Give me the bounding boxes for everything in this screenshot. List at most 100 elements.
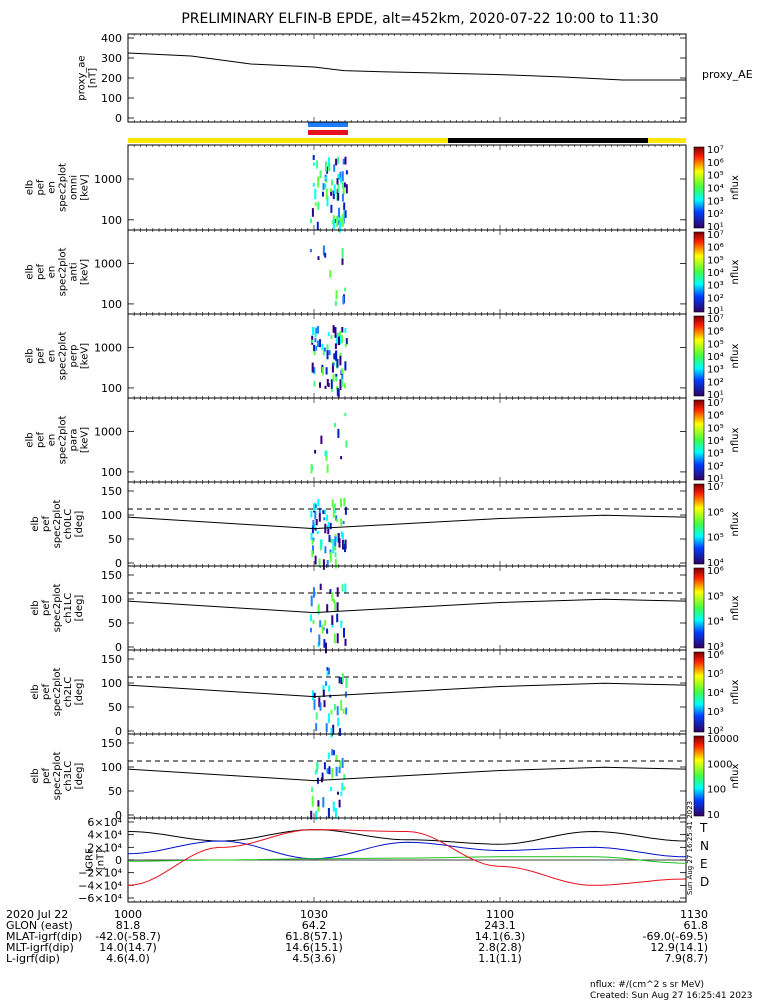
heat-cell bbox=[322, 183, 325, 191]
heat-cell bbox=[340, 620, 343, 628]
heat-cell bbox=[331, 179, 334, 186]
igrf-legend-T: T bbox=[699, 821, 708, 835]
heat-cell bbox=[339, 355, 342, 366]
heat-cell bbox=[337, 156, 339, 165]
heat-cell bbox=[317, 256, 320, 260]
science-collection-bar-red bbox=[308, 130, 348, 135]
science-collection-bar-blue bbox=[308, 122, 348, 127]
y-tick-label: 300 bbox=[101, 52, 122, 65]
heat-cell bbox=[341, 335, 344, 344]
footer-value: 1130 bbox=[680, 908, 708, 921]
heat-cell bbox=[324, 385, 327, 389]
colorbar-tick-label: 10⁶ bbox=[707, 650, 724, 661]
heat-cell bbox=[312, 545, 314, 554]
y-axis-label: pef bbox=[41, 684, 52, 701]
panel-pa_ch3: elb pef spec2plot ch3LC [deg] 150 100 50 0 10000 1… bbox=[30, 733, 741, 822]
y-axis-label: elb bbox=[30, 768, 41, 783]
heat-cell bbox=[314, 188, 317, 200]
heat-cell bbox=[322, 689, 325, 697]
y-axis-label: [deg] bbox=[74, 679, 85, 706]
heat-cell bbox=[339, 379, 342, 391]
colorbar bbox=[693, 483, 705, 565]
y-tick-label: 50 bbox=[108, 617, 122, 630]
y-axis-label: omni bbox=[69, 175, 80, 200]
heat-cell bbox=[315, 723, 318, 731]
footer-value: 1000 bbox=[114, 908, 142, 921]
y-axis-label: en bbox=[47, 350, 58, 363]
heat-cell bbox=[344, 412, 347, 417]
footer-row-label: MLAT-igrf(dip) bbox=[6, 930, 82, 943]
heat-cell bbox=[344, 287, 347, 292]
heat-cell bbox=[341, 758, 344, 768]
heat-cell bbox=[323, 762, 326, 770]
heat-cell bbox=[326, 560, 329, 568]
heat-cell bbox=[312, 155, 315, 160]
footer-value: -69.0(-69.5) bbox=[642, 930, 708, 943]
heat-cell bbox=[321, 772, 324, 780]
heat-cell bbox=[345, 338, 348, 345]
status-bars bbox=[128, 122, 686, 143]
colorbar-tick-label: 10⁷ bbox=[707, 230, 724, 241]
y-axis-label: spec2plot bbox=[52, 752, 63, 801]
heat-cell bbox=[313, 587, 315, 598]
footnote-units: nflux: #/(cm^2 s sr MeV) bbox=[590, 980, 704, 990]
heat-cell bbox=[318, 634, 321, 646]
y-tick-label: 100 bbox=[101, 677, 122, 690]
colorbar bbox=[693, 567, 705, 649]
heat-cell bbox=[320, 435, 323, 444]
colorbar bbox=[693, 399, 705, 481]
y-tick-label: 150 bbox=[101, 485, 122, 498]
heat-cell bbox=[322, 685, 325, 693]
colorbar-tick-label: 10⁵ bbox=[707, 423, 724, 434]
y-tick-label: 0 bbox=[115, 557, 122, 570]
eclipse-bar-black bbox=[448, 138, 648, 143]
colorbar bbox=[693, 231, 705, 313]
y-tick-label: 100 bbox=[101, 214, 122, 227]
footer-value: 81.8 bbox=[116, 919, 141, 932]
y-axis-label: pef bbox=[41, 768, 52, 785]
colorbar-tick-label: 10² bbox=[707, 209, 724, 220]
y-tick-label: −4×10⁴ bbox=[78, 879, 122, 892]
heat-cell bbox=[336, 706, 339, 716]
y-axis-label: spec2plot bbox=[58, 332, 69, 381]
heat-cell bbox=[331, 767, 334, 779]
panel-en_perp: elb pef en spec2plot perp [keV] 100010010⁷10⁶1… bbox=[25, 313, 741, 401]
heat-cell bbox=[341, 193, 344, 202]
igrf-line-E bbox=[127, 856, 687, 864]
heat-cell bbox=[326, 768, 329, 774]
heat-cell bbox=[345, 184, 348, 194]
heat-cell bbox=[314, 592, 317, 596]
heat-cell bbox=[341, 327, 344, 333]
footer-row-label: MLT-igrf(dip) bbox=[6, 941, 74, 954]
heat-cell bbox=[324, 161, 327, 172]
y-axis-label: perp bbox=[69, 345, 80, 368]
colorbar-tick-label: 10⁶ bbox=[707, 243, 724, 254]
y-axis-label: ch0LC bbox=[63, 509, 74, 540]
heat-cell bbox=[334, 509, 337, 514]
footer-value: 12.9(14.1) bbox=[650, 941, 708, 954]
footer-value: 61.8(57.1) bbox=[285, 930, 343, 943]
loss-cone-line bbox=[127, 766, 687, 782]
heat-cell bbox=[335, 290, 338, 300]
heat-cell bbox=[324, 620, 327, 626]
y-axis-label: pef bbox=[36, 264, 47, 281]
colorbar-tick-label: 1000 bbox=[707, 759, 732, 770]
loss-cone-line bbox=[127, 598, 687, 614]
footer-value: 14.6(15.1) bbox=[285, 941, 343, 954]
heat-cell bbox=[315, 712, 318, 720]
heat-cell bbox=[344, 506, 347, 515]
heat-cell bbox=[330, 727, 333, 738]
heat-cell bbox=[343, 182, 346, 188]
igrf-legend-N: N bbox=[700, 839, 709, 853]
heat-cell bbox=[326, 604, 329, 613]
legend-proxy-ae: proxy_AE bbox=[702, 68, 753, 81]
heat-cell bbox=[310, 614, 312, 622]
heat-cell bbox=[310, 464, 313, 474]
heat-cell bbox=[314, 327, 317, 338]
heat-cell bbox=[318, 507, 321, 514]
heat-cell bbox=[312, 162, 315, 166]
heat-cell bbox=[335, 158, 338, 166]
heat-cell bbox=[336, 387, 339, 396]
heat-cell bbox=[343, 383, 346, 389]
